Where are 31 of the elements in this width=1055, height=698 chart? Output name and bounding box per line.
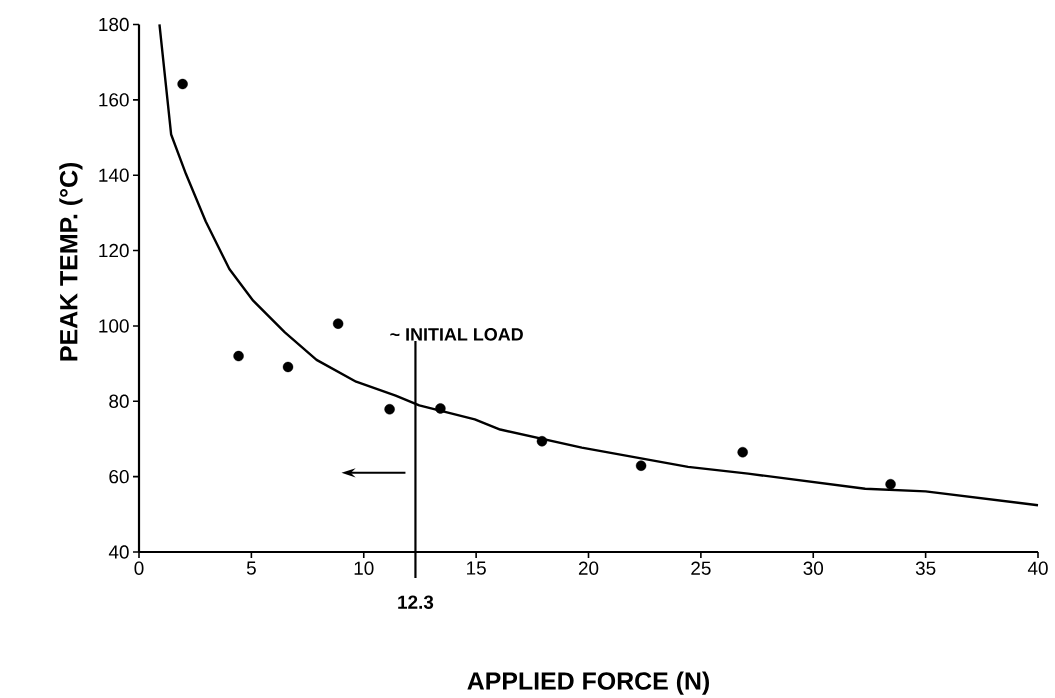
point [885,478,896,490]
y-tick-label: 100 [99,319,129,333]
x-tick-label: 5 [246,561,256,575]
y-tick-label: 40 [108,545,129,559]
point [282,361,294,373]
point [635,460,647,471]
y-tick-label: 120 [99,243,129,258]
x-tick-label: 15 [467,561,486,575]
point [233,350,244,362]
y-tick-label: 60 [109,469,129,484]
y-tick-label: 140 [99,168,129,182]
point [384,403,395,415]
point [435,403,446,414]
x-tick-label: 10 [354,561,374,575]
x-tick-label: 0 [134,561,144,575]
x-tick-label: 25 [691,561,711,575]
y-tick-label: 180 [99,17,129,32]
point [536,436,548,447]
y-tick-label: 80 [109,394,129,408]
x-axis-title: APPLIED FORCE (N) [467,671,709,695]
y-axis-title: PEAK TEMP. (°C) [59,162,83,361]
x-tick-label: 40 [1027,561,1048,575]
x-tick-label: 30 [803,561,824,575]
point [332,318,344,329]
point [737,446,748,458]
y-tick-label: 160 [99,93,129,107]
x-tick-label: 20 [578,561,599,575]
annotation: ~ INITIAL LOAD [390,328,523,341]
x-tick-label: 35 [915,561,936,575]
ref-line-label: 12.3 [398,595,434,609]
point [177,78,188,90]
